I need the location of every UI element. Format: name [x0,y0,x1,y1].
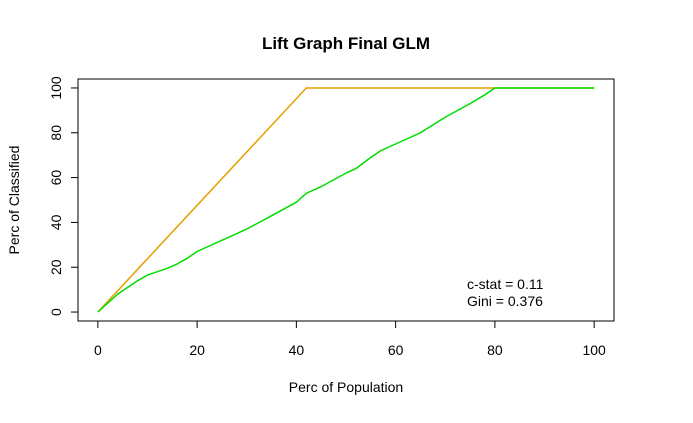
gini-annotation: Gini = 0.376 [467,293,543,309]
series-layer [97,87,595,313]
y-tick-label: 0 [48,308,64,316]
chart-title: Lift Graph Final GLM [262,34,430,53]
x-tick-label: 20 [189,342,205,358]
y-tick-label: 80 [48,125,64,141]
x-tick-label: 60 [388,342,404,358]
x-tick-label: 0 [94,342,102,358]
series-line-1 [97,87,595,313]
annotations: c-stat = 0.11 Gini = 0.376 [467,276,544,309]
x-tick-label: 40 [289,342,305,358]
y-axis: 0 20 40 60 80 100 [48,76,79,316]
x-tick-label: 100 [582,342,606,358]
y-axis-label: Perc of Classified [6,146,22,255]
x-axis-label: Perc of Population [289,379,403,395]
y-tick-label: 60 [48,170,64,186]
y-tick-label: 20 [48,259,64,275]
y-tick-label: 100 [48,76,64,100]
x-axis: 0 20 40 60 80 100 [94,320,606,358]
x-tick-label: 80 [487,342,503,358]
y-tick-label: 40 [48,214,64,230]
c-stat-annotation: c-stat = 0.11 [467,276,544,292]
